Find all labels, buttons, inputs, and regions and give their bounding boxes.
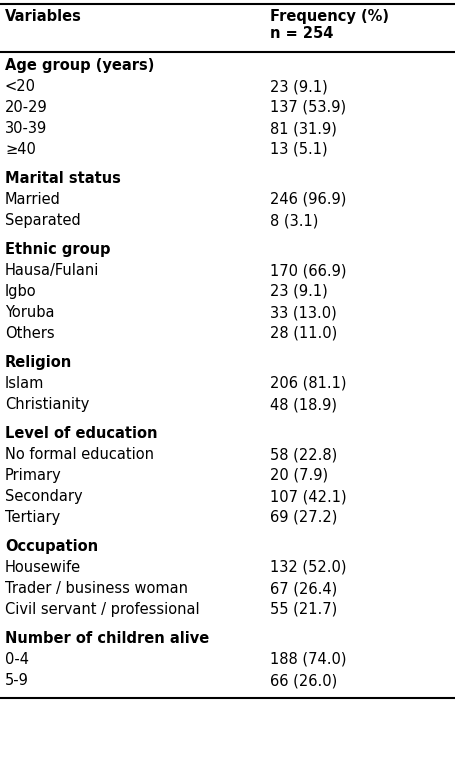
Text: ≥40: ≥40: [5, 142, 36, 157]
Text: Religion: Religion: [5, 355, 72, 370]
Text: Age group (years): Age group (years): [5, 58, 154, 73]
Text: Igbo: Igbo: [5, 284, 36, 299]
Text: Level of education: Level of education: [5, 426, 157, 441]
Text: No formal education: No formal education: [5, 447, 154, 462]
Text: 23 (9.1): 23 (9.1): [269, 284, 327, 299]
Text: Number of children alive: Number of children alive: [5, 631, 209, 646]
Text: Separated: Separated: [5, 213, 81, 228]
Text: 246 (96.9): 246 (96.9): [269, 192, 346, 207]
Text: 206 (81.1): 206 (81.1): [269, 376, 346, 391]
Text: 30-39: 30-39: [5, 121, 47, 136]
Text: 48 (18.9): 48 (18.9): [269, 397, 336, 412]
Text: Primary: Primary: [5, 468, 61, 483]
Text: Marital status: Marital status: [5, 171, 121, 186]
Text: 28 (11.0): 28 (11.0): [269, 326, 337, 341]
Text: 67 (26.4): 67 (26.4): [269, 581, 337, 596]
Text: Variables: Variables: [5, 9, 82, 24]
Text: 55 (21.7): 55 (21.7): [269, 602, 337, 617]
Text: 137 (53.9): 137 (53.9): [269, 100, 345, 115]
Text: 20-29: 20-29: [5, 100, 48, 115]
Text: Ethnic group: Ethnic group: [5, 242, 110, 257]
Text: 58 (22.8): 58 (22.8): [269, 447, 337, 462]
Text: Islam: Islam: [5, 376, 44, 391]
Text: <20: <20: [5, 79, 36, 94]
Text: 5-9: 5-9: [5, 673, 29, 688]
Text: Housewife: Housewife: [5, 560, 81, 575]
Text: 132 (52.0): 132 (52.0): [269, 560, 346, 575]
Text: Secondary: Secondary: [5, 489, 82, 504]
Text: 20 (7.9): 20 (7.9): [269, 468, 328, 483]
Text: 170 (66.9): 170 (66.9): [269, 263, 346, 278]
Text: Others: Others: [5, 326, 55, 341]
Text: Hausa/Fulani: Hausa/Fulani: [5, 263, 99, 278]
Text: 66 (26.0): 66 (26.0): [269, 673, 337, 688]
Text: 188 (74.0): 188 (74.0): [269, 652, 346, 667]
Text: 33 (13.0): 33 (13.0): [269, 305, 336, 320]
Text: 8 (3.1): 8 (3.1): [269, 213, 318, 228]
Text: Civil servant / professional: Civil servant / professional: [5, 602, 199, 617]
Text: 81 (31.9): 81 (31.9): [269, 121, 336, 136]
Text: 13 (5.1): 13 (5.1): [269, 142, 327, 157]
Text: Occupation: Occupation: [5, 539, 98, 554]
Text: Trader / business woman: Trader / business woman: [5, 581, 187, 596]
Text: Married: Married: [5, 192, 61, 207]
Text: 69 (27.2): 69 (27.2): [269, 510, 337, 525]
Text: Christianity: Christianity: [5, 397, 89, 412]
Text: Yoruba: Yoruba: [5, 305, 55, 320]
Text: 0-4: 0-4: [5, 652, 29, 667]
Text: Frequency (%)
n = 254: Frequency (%) n = 254: [269, 9, 388, 41]
Text: Tertiary: Tertiary: [5, 510, 60, 525]
Text: 23 (9.1): 23 (9.1): [269, 79, 327, 94]
Text: 107 (42.1): 107 (42.1): [269, 489, 346, 504]
